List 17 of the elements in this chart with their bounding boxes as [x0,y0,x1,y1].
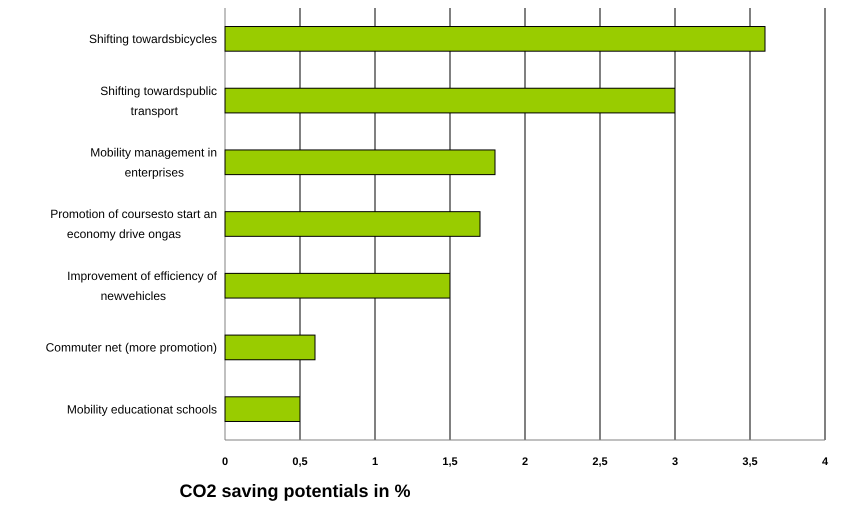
x-tick-label: 1 [372,456,378,468]
x-tick-label: 2,5 [592,456,608,468]
y-tick-label: Mobility educationat schools [66,402,217,416]
x-tick-label: 0,5 [292,456,308,468]
x-axis-title: CO2 saving potentials in % [179,481,411,501]
x-tick-label: 0 [222,456,228,468]
y-tick-label: Mobility management in enterprises [90,145,217,180]
x-tick-label: 3 [672,456,678,468]
x-tick-label: 1,5 [442,456,458,468]
y-tick-label: Improvement of efficiency of newvehicles [67,268,218,303]
y-tick-label: Shifting towardsbicycles [88,32,217,46]
y-tick-label: Shifting towardspublic transport [100,84,217,118]
y-tick-label: Commuter net (more promotion) [46,340,217,355]
y-tick-label: Promotion of coursesto start an economy drive ongas [50,207,217,242]
x-tick-label: 2 [522,456,528,468]
x-tick-label: 4 [822,456,829,468]
x-tick-label: 3,5 [742,456,758,468]
